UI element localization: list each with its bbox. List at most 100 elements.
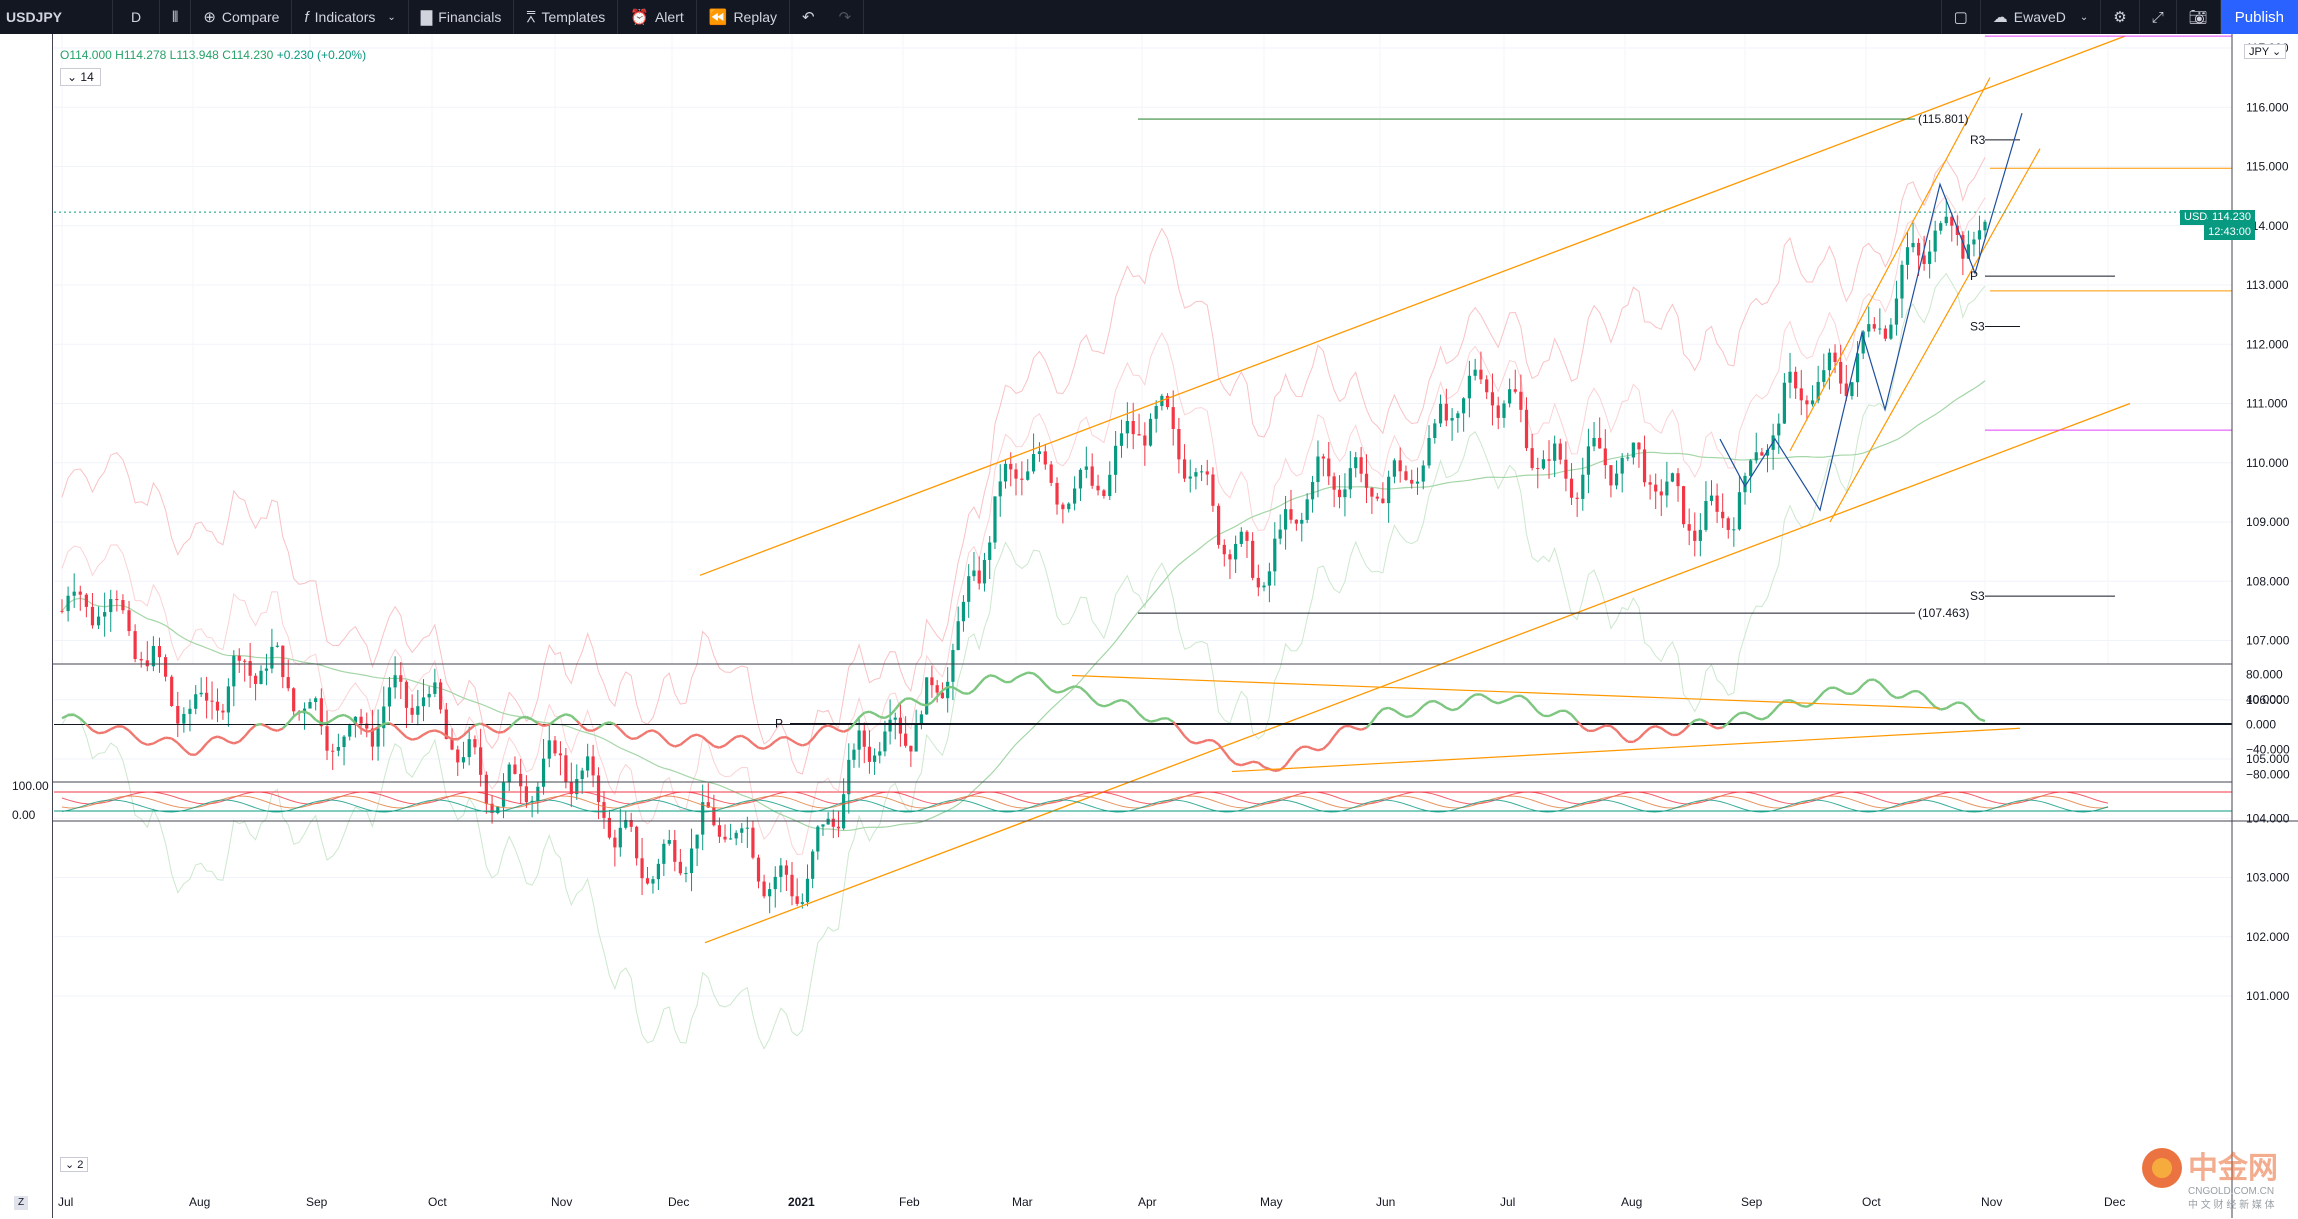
- candle-body: [243, 661, 246, 662]
- candle-body: [811, 852, 814, 879]
- candle-body: [1665, 482, 1668, 496]
- candle-body: [1715, 496, 1718, 512]
- price-tick-label: 101.000: [2246, 989, 2290, 1003]
- legend-low: L113.948: [170, 48, 219, 62]
- templates-button[interactable]: ⩞Templates: [514, 0, 618, 34]
- candle-body: [1587, 446, 1590, 474]
- candle-body: [281, 646, 284, 677]
- candle-body: [249, 661, 252, 676]
- expand-button[interactable]: ⤢: [2140, 0, 2177, 34]
- fullscreen-toggle-button[interactable]: ▢: [1941, 0, 1981, 34]
- settings-button[interactable]: ⚙: [2101, 0, 2139, 34]
- watermark-sub: 中 文 财 经 新 媒 体: [2188, 1198, 2275, 1211]
- interval-button[interactable]: D: [113, 0, 160, 34]
- osc-tick-label: 40.000: [2246, 692, 2283, 706]
- candle-body: [1360, 457, 1363, 474]
- price-tick-label: 113.000: [2246, 278, 2289, 292]
- financials-button[interactable]: ▇Financials: [409, 0, 515, 34]
- candle-body: [930, 677, 933, 685]
- candle-body: [801, 902, 804, 904]
- chart-type-button[interactable]: ⫴: [160, 0, 191, 34]
- osc-segment: [418, 735, 424, 739]
- osc-segment: [207, 738, 212, 743]
- candle-body: [479, 747, 482, 774]
- moving-average: [62, 381, 1985, 831]
- candle-body: [1311, 482, 1314, 499]
- price-tick-label: 115.000: [2246, 160, 2289, 174]
- alert-button[interactable]: ⏰Alert: [618, 0, 696, 34]
- candle-body: [852, 750, 855, 760]
- osc-segment: [1446, 708, 1452, 710]
- osc-segment: [1739, 713, 1745, 714]
- osc-segment: [1600, 726, 1606, 728]
- osc-segment: [338, 715, 344, 716]
- function-icon: f: [304, 9, 308, 26]
- candle-body: [868, 747, 871, 762]
- watermark-url: CNGOLD.COM.CN: [2188, 1186, 2274, 1197]
- candle-body: [1044, 451, 1047, 464]
- snapshot-button[interactable]: 📷︎: [2177, 0, 2221, 34]
- candle-body: [696, 835, 699, 849]
- osc-segment: [560, 714, 565, 716]
- candle-body: [325, 726, 328, 751]
- s3-label: S3: [1970, 319, 1985, 333]
- candle-body: [1032, 454, 1035, 471]
- candle-body: [1502, 403, 1505, 417]
- candle-body: [205, 693, 208, 701]
- indicator-collapse-button[interactable]: ⌄ 14: [60, 68, 101, 86]
- redo-button[interactable]: ↷: [827, 0, 865, 34]
- candle-body: [97, 617, 100, 626]
- currency-selector[interactable]: JPY ⌄: [2244, 44, 2286, 59]
- candle-body: [79, 592, 82, 595]
- osc-segment: [1762, 717, 1768, 719]
- compare-button[interactable]: ⊕Compare: [191, 0, 292, 34]
- last-price: 114.230: [2212, 211, 2251, 223]
- osc-segment: [1492, 702, 1498, 704]
- osc-segment: [92, 730, 98, 733]
- layout-button[interactable]: ☁EwaveD⌄: [1981, 0, 2102, 34]
- osc-segment: [62, 715, 68, 718]
- osc-segment: [620, 730, 625, 736]
- sub-indicator-collapse-button[interactable]: ⌄ 2: [60, 1157, 88, 1172]
- candle-body: [796, 896, 799, 904]
- osc-segment: [1340, 726, 1345, 730]
- osc-segment: [1885, 689, 1891, 695]
- osc-segment: [228, 742, 233, 744]
- symbol-label: USDJPY: [6, 9, 62, 25]
- osc-segment: [1452, 709, 1458, 710]
- osc-segment: [1946, 705, 1952, 708]
- osc-segment: [995, 676, 1000, 679]
- osc-segment: [361, 729, 367, 732]
- price-tick-label: 109.000: [2246, 515, 2290, 529]
- candle-body: [1085, 466, 1088, 469]
- publish-button[interactable]: Publish: [2221, 0, 2298, 34]
- osc-segment: [1891, 695, 1897, 698]
- osc-segment: [105, 729, 111, 732]
- osc-segment: [1110, 702, 1116, 705]
- layout-name: EwaveD: [2014, 9, 2066, 25]
- candle-body: [176, 706, 179, 724]
- zoom-button[interactable]: Z: [14, 1196, 28, 1210]
- candle-body: [967, 576, 970, 602]
- osc-segment: [658, 733, 663, 738]
- osc-segment: [498, 732, 504, 733]
- sub-indicator-line: [62, 800, 2108, 812]
- candle-body: [894, 718, 897, 720]
- osc-segment: [747, 739, 753, 744]
- symbol-search-button[interactable]: USDJPY: [0, 0, 113, 34]
- osc-segment: [1605, 726, 1611, 727]
- candle-body: [957, 621, 960, 650]
- time-tick-label: Nov: [551, 1195, 572, 1209]
- undo-button[interactable]: ↶: [790, 0, 827, 34]
- osc-segment: [1902, 694, 1908, 697]
- legend-change: +0.230 (+0.20%): [277, 48, 366, 62]
- replay-button[interactable]: ⏪Replay: [697, 0, 790, 34]
- candle-body: [1878, 329, 1881, 330]
- osc-segment: [1086, 693, 1092, 700]
- candle-body: [1531, 448, 1534, 468]
- watermark-brand: 中金网: [2188, 1151, 2278, 1185]
- osc-segment: [1190, 742, 1196, 744]
